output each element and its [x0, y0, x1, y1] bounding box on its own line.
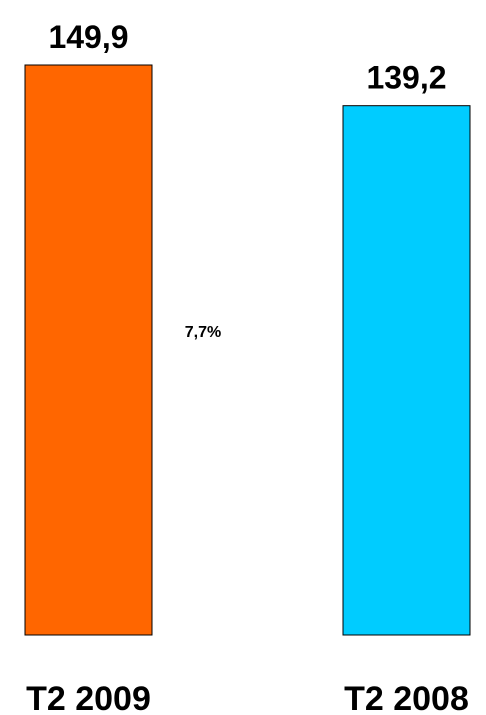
value-labels-group: 149,9 139,2: [48, 19, 446, 96]
category-label-2: T2 2008: [344, 680, 469, 715]
bars-group: [24, 64, 471, 636]
category-label-1: T2 2009: [26, 680, 151, 715]
value-label-2: 139,2: [366, 60, 446, 96]
change-annotation: 7,7%: [185, 324, 221, 341]
value-label-1: 149,9: [48, 19, 128, 55]
bar-1: [24, 64, 153, 636]
category-labels-group: T2 2009 T2 2008: [26, 680, 469, 715]
bar-2: [342, 105, 471, 636]
